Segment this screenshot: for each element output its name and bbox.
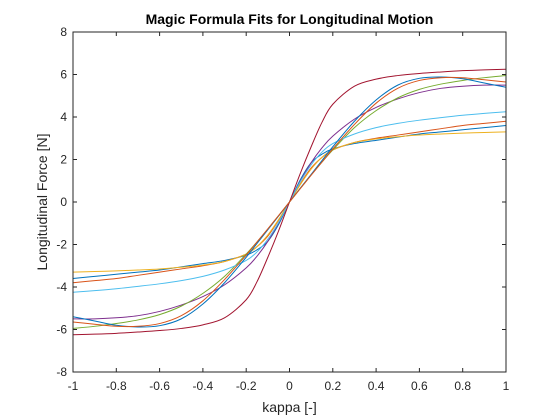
y-tick-label: -6 [56, 323, 67, 337]
x-tick-label: 0.4 [368, 379, 385, 393]
chart-title: Magic Formula Fits for Longitudinal Moti… [146, 11, 434, 27]
y-axis-label: Longitudinal Force [N] [34, 134, 50, 271]
y-tick-label: 6 [60, 68, 67, 82]
x-tick-label: -0.8 [106, 379, 127, 393]
y-tick-label: -4 [56, 280, 67, 294]
y-tick-label: -8 [56, 365, 67, 379]
series-line-9 [72, 76, 507, 328]
y-tick-label: -2 [56, 238, 67, 252]
x-tick-label: -0.4 [193, 379, 214, 393]
x-tick-label: -1 [68, 379, 79, 393]
y-tick-label: 8 [60, 25, 67, 39]
x-tick-label: 0.8 [454, 379, 471, 393]
ticks-layer: -1 -0.8 -0.6 -0.4 -0.2 0 0.2 0.4 0.6 0.8 1 -8 -6 -4 -2… [56, 25, 509, 393]
series-layer [72, 68, 507, 336]
x-tick-label: 0 [286, 379, 293, 393]
x-tick-label: 0.6 [411, 379, 428, 393]
y-tick-label: 0 [60, 195, 67, 209]
x-tick-label: -0.2 [236, 379, 257, 393]
y-tick-label: 4 [60, 110, 67, 124]
x-axis-label: kappa [-] [262, 399, 316, 415]
x-tick-label: -0.6 [149, 379, 170, 393]
x-tick-label: 1 [503, 379, 510, 393]
x-tick-label: 0.2 [324, 379, 341, 393]
y-tick-label: 2 [60, 153, 67, 167]
